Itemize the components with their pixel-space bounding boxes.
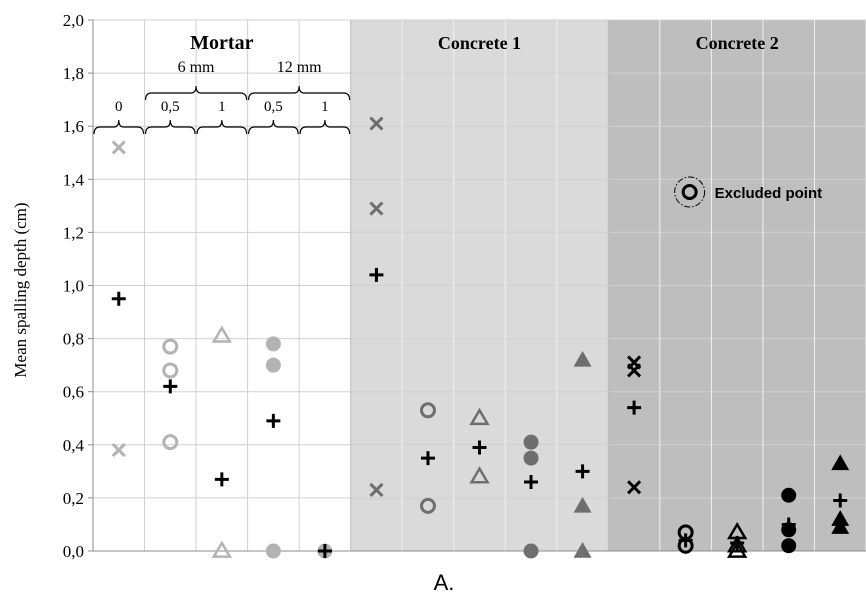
filled-circle-marker: [265, 357, 281, 373]
region-title-1: Concrete 1: [438, 33, 521, 53]
plus-marker: [781, 517, 796, 532]
open-circle-marker: [419, 402, 436, 419]
region-title-0: Mortar: [190, 32, 253, 54]
open-circle-marker: [162, 362, 179, 379]
filled-triangle-marker: [573, 350, 592, 367]
plus-marker: [163, 379, 178, 394]
filled-circle-marker: [781, 538, 797, 554]
x-marker: [369, 201, 384, 216]
x-marker: [111, 140, 126, 155]
filled-triangle-marker: [831, 518, 850, 534]
column-brace: [93, 119, 145, 135]
y-tick-label: 1,4: [63, 170, 85, 189]
mortar-annotations: 0 0,5 1 0,5 1 6 mm 12 mm: [93, 59, 351, 135]
column-brace: [248, 119, 299, 135]
y-tick-label: 2,0: [63, 11, 84, 30]
filled-circle-marker: [781, 487, 797, 503]
column-brace: [196, 119, 248, 135]
column-label: 1: [218, 99, 226, 115]
data-points: [111, 116, 850, 559]
y-tick-label: 1,0: [63, 277, 84, 296]
x-marker: [369, 482, 384, 497]
open-circle-marker: [162, 434, 179, 451]
filled-triangle-marker: [831, 510, 850, 526]
plus-marker: [730, 536, 745, 551]
plus-marker: [266, 413, 281, 428]
filled-triangle-marker: [573, 542, 592, 558]
plus-marker: [214, 472, 229, 487]
legend: Excluded point: [674, 176, 823, 208]
open-triangle-marker: [469, 466, 490, 484]
region-title-2: Concrete 2: [696, 33, 779, 53]
y-tick-label: 0,4: [63, 436, 85, 455]
filled-circle-marker: [523, 434, 539, 450]
y-tick-label: 1,6: [63, 117, 84, 136]
chart-caption: A.: [434, 570, 455, 595]
plus-marker: [678, 533, 693, 548]
plus-marker: [472, 440, 487, 455]
plus-marker: [524, 474, 539, 489]
y-tick-label: 0,0: [63, 542, 84, 561]
column-label: 0,5: [161, 99, 180, 115]
y-tick-label: 0,2: [63, 489, 84, 508]
group-brace: [144, 85, 248, 101]
plus-marker: [420, 451, 435, 466]
filled-circle-marker: [523, 450, 539, 466]
legend-label: Excluded point: [715, 185, 823, 202]
plus-marker: [575, 464, 590, 479]
x-marker: [627, 363, 642, 378]
filled-triangle-marker: [831, 454, 850, 471]
open-circle-marker: [162, 338, 179, 355]
plus-marker: [833, 493, 848, 508]
open-triangle-marker: [211, 325, 233, 343]
column-label: 0: [115, 99, 123, 115]
y-axis: 0,0 0,2 0,4 0,6 0,8 1,0 1,2 1,4 1,6 1,8 2,0: [63, 11, 866, 561]
x-marker: [369, 116, 384, 131]
plus-marker: [369, 267, 384, 282]
filled-circle-marker: [265, 543, 281, 559]
column-brace: [299, 119, 351, 135]
y-tick-label: 1,8: [63, 64, 84, 83]
filled-circle-marker: [265, 336, 281, 352]
filled-circle-marker: [523, 543, 539, 559]
open-triangle-marker: [469, 407, 490, 426]
y-tick-label: 0,8: [63, 330, 84, 349]
legend-circle-marker: [681, 184, 698, 200]
plus-marker: [111, 291, 126, 306]
column-label: 1: [321, 99, 329, 115]
column-brace: [144, 119, 196, 135]
x-marker: [627, 480, 642, 495]
plus-marker: [627, 400, 642, 415]
y-axis-label: Mean spalling depth (cm): [11, 202, 30, 377]
group-brace: [248, 85, 351, 101]
group-label: 6 mm: [178, 59, 215, 76]
filled-triangle-marker: [573, 496, 592, 513]
y-tick-label: 0,6: [63, 383, 84, 402]
grid-lines: [93, 19, 866, 552]
group-label: 12 mm: [277, 59, 322, 76]
open-triangle-marker: [726, 540, 748, 558]
legend-excluded-ring: [674, 176, 706, 208]
x-marker: [111, 443, 126, 458]
y-tick-label: 1,2: [63, 223, 84, 242]
plus-marker: [317, 544, 332, 558]
open-circle-marker: [419, 497, 436, 514]
region-titles: Mortar Concrete 1 Concrete 2: [190, 32, 779, 54]
open-triangle-marker: [211, 540, 233, 558]
column-label: 0,5: [264, 99, 283, 115]
